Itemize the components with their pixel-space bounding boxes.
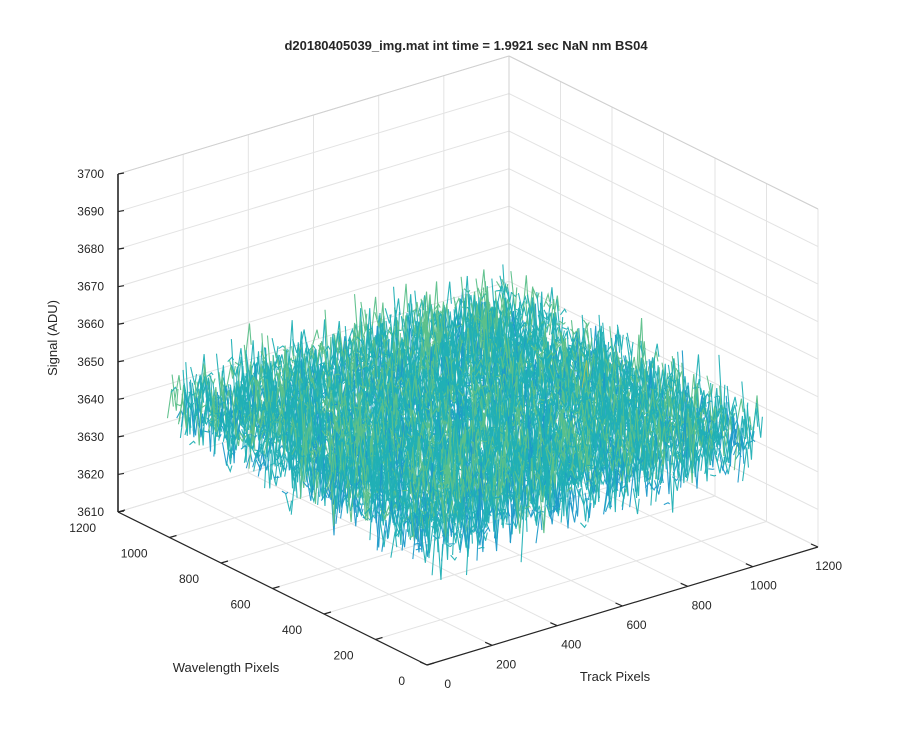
surface-segment — [562, 328, 568, 330]
surface-segment — [664, 503, 670, 505]
surface-segment — [584, 394, 590, 395]
surface-segment — [506, 524, 512, 525]
surface-segment — [279, 346, 285, 349]
surface-segment — [570, 329, 576, 334]
chart-title: d20180405039_img.mat int time = 1.9921 s… — [284, 38, 648, 53]
surface-segment — [241, 445, 247, 449]
surface-segment — [500, 276, 506, 295]
surface-mesh — [167, 264, 762, 580]
surface-segment — [189, 441, 195, 444]
surface-segment — [586, 481, 592, 482]
surface-segment — [710, 475, 716, 476]
surface-segment — [464, 289, 470, 293]
surface-segment — [580, 523, 586, 528]
surface-segment — [167, 389, 173, 418]
surface-segment — [708, 469, 714, 470]
surface-segment — [204, 431, 210, 432]
surface-segment — [209, 375, 215, 384]
surface-segment — [215, 413, 221, 414]
surface-segment — [560, 309, 566, 315]
